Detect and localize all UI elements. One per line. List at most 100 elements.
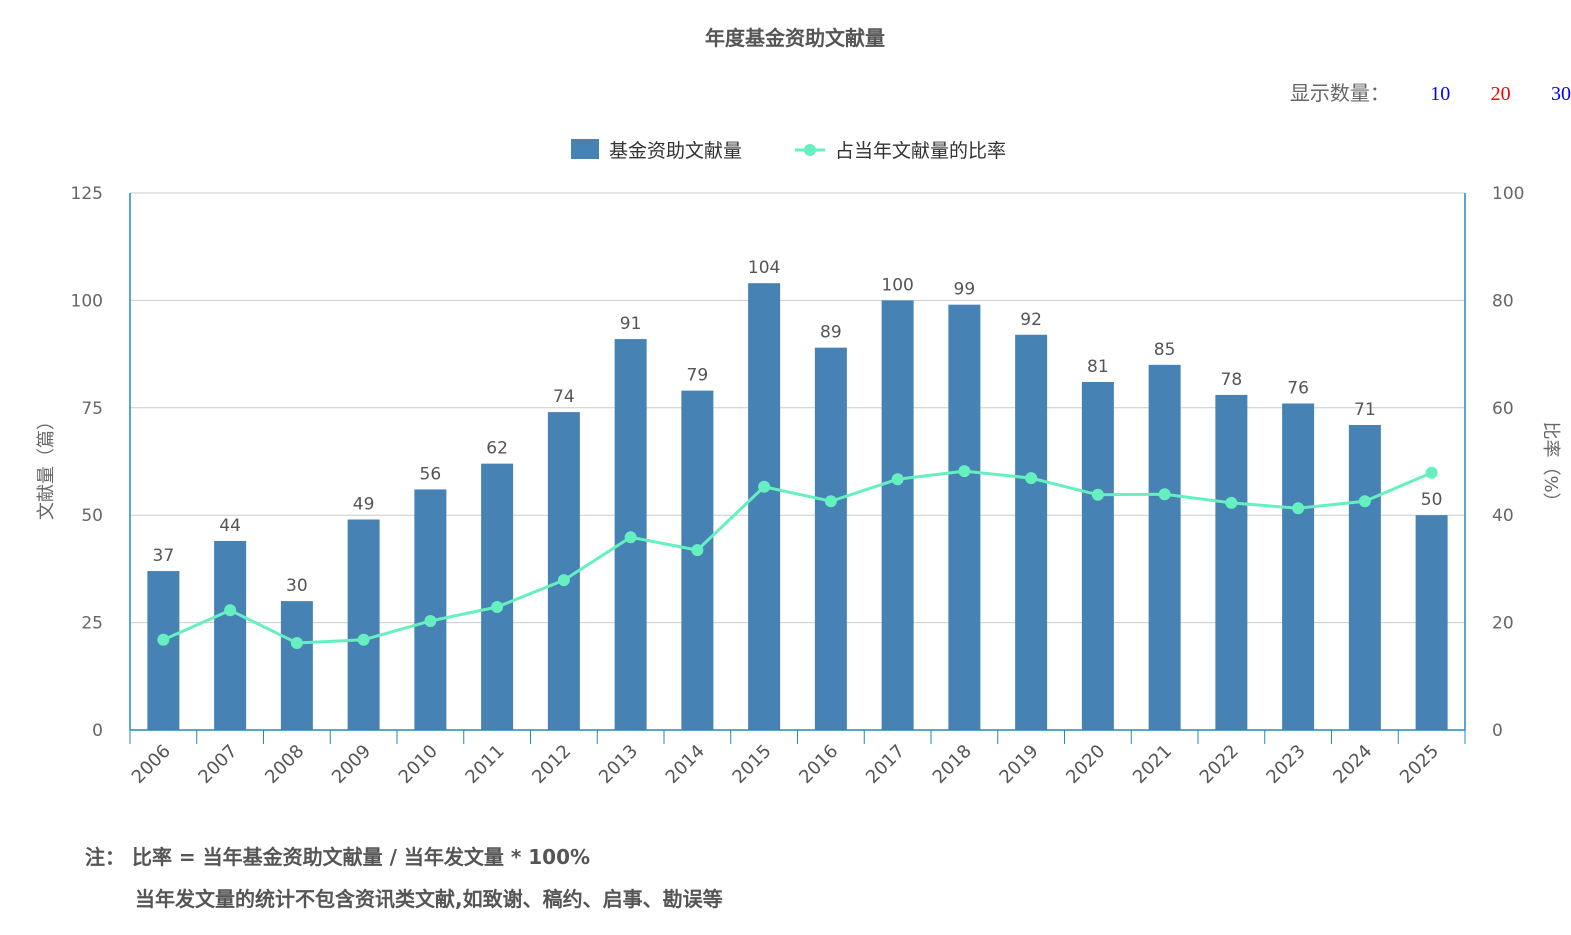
bar (681, 390, 714, 730)
ratio-point (491, 601, 504, 614)
legend-line-label: 占当年文献量的比率 (835, 140, 1006, 162)
bar (881, 300, 914, 730)
x-tick-label: 2011 (461, 741, 508, 788)
x-tick-label: 2025 (1396, 741, 1443, 788)
bar-data-label: 81 (1087, 357, 1109, 377)
chart-title: 年度基金资助文献量 (705, 26, 885, 50)
x-tick-label: 2008 (261, 741, 308, 788)
x-tick-label: 2016 (795, 741, 842, 788)
bar (547, 412, 580, 730)
footnote: 注： 比率 = 当年基金资助文献量 / 当年发文量 * 100% 当年发文量的统… (85, 836, 723, 920)
bar-data-label: 49 (353, 494, 375, 514)
y2-tick-label: 40 (1492, 506, 1514, 526)
x-tick-label: 2024 (1329, 741, 1376, 788)
bar-data-label: 76 (1287, 379, 1309, 399)
bar-data-label: 50 (1421, 490, 1443, 510)
bar (1282, 403, 1315, 730)
bar-data-label: 100 (881, 275, 913, 295)
bar (1081, 382, 1114, 730)
bar (1015, 334, 1048, 730)
y-tick-label: 75 (81, 399, 103, 419)
bar (147, 571, 180, 730)
y2-tick-label: 0 (1492, 721, 1503, 741)
ratio-point (1292, 502, 1305, 515)
ratio-point (958, 465, 971, 478)
bar-data-label: 91 (620, 314, 642, 334)
bar-data-label: 85 (1154, 340, 1176, 360)
bar (748, 283, 781, 730)
ratio-point (557, 574, 570, 587)
ratio-point (1425, 466, 1438, 479)
y-tick-label: 100 (71, 291, 103, 311)
bar-data-label: 71 (1354, 400, 1376, 420)
ratio-point (357, 633, 370, 646)
legend-line-marker (804, 144, 816, 156)
x-tick-label: 2022 (1196, 741, 1243, 788)
bar (280, 601, 313, 730)
x-tick-label: 2009 (328, 741, 375, 788)
legend-bar-swatch (571, 139, 599, 159)
x-tick-label: 2012 (528, 741, 575, 788)
bar-data-label: 44 (219, 516, 241, 536)
bar (1415, 515, 1448, 730)
bar-data-label: 74 (553, 387, 575, 407)
bar-data-label: 37 (153, 546, 175, 566)
footnote-line2: 当年发文量的统计不包含资讯类文献,如致谢、稿约、启事、勘误等 (135, 887, 723, 911)
ratio-point (290, 637, 303, 650)
bar-data-label: 92 (1020, 310, 1042, 330)
bar-data-label: 56 (420, 464, 442, 484)
bar-data-label: 104 (748, 258, 780, 278)
ratio-point (758, 480, 771, 493)
ratio-point (1091, 488, 1104, 501)
count-option-20[interactable]: 20 (1490, 83, 1511, 105)
x-tick-label: 2017 (862, 741, 909, 788)
bar (1148, 364, 1181, 730)
x-tick-label: 2020 (1062, 741, 1109, 788)
bar (814, 347, 847, 730)
y2-tick-label: 20 (1492, 614, 1514, 634)
ratio-point (691, 544, 704, 557)
ratio-point (1358, 495, 1371, 508)
x-tick-label: 2006 (128, 741, 175, 788)
y2-tick-label: 100 (1492, 184, 1524, 204)
bar (1348, 424, 1381, 730)
y-tick-label: 50 (81, 506, 103, 526)
y2-tick-label: 80 (1492, 291, 1514, 311)
ratio-point (1225, 496, 1238, 509)
x-tick-label: 2023 (1262, 741, 1309, 788)
x-tick-label: 2019 (995, 741, 1042, 788)
x-tick-label: 2018 (929, 741, 976, 788)
bar (481, 463, 514, 730)
ratio-point (1158, 488, 1171, 501)
ratio-point (424, 614, 437, 627)
ratio-point (1025, 472, 1038, 485)
ratio-point (224, 604, 237, 617)
bar-data-label: 62 (486, 439, 508, 459)
x-tick-label: 2015 (728, 741, 775, 788)
count-option-30[interactable]: 30 (1551, 83, 1571, 105)
ratio-line (162, 469, 1433, 645)
y-tick-label: 125 (71, 184, 103, 204)
bar (948, 304, 981, 730)
ratio-point (157, 633, 170, 646)
ratio-point (824, 495, 837, 508)
x-tick-label: 2013 (595, 741, 642, 788)
ratio-point (891, 473, 904, 486)
legend-bar-label: 基金资助文献量 (609, 140, 742, 162)
bar (414, 489, 447, 730)
y-tick-label: 25 (81, 614, 103, 634)
display-count-label: 显示数量： (1289, 81, 1390, 105)
bar-data-label: 89 (820, 323, 842, 343)
y2-tick-label: 60 (1492, 399, 1514, 419)
x-tick-label: 2010 (395, 741, 442, 788)
x-tick-label: 2007 (194, 741, 241, 788)
bar-data-label: 99 (954, 280, 976, 300)
display-count-selector: 显示数量： 10 20 30 (1290, 77, 1571, 106)
y-tick-label: 0 (92, 721, 103, 741)
y-axis-title: 文献量（篇） (36, 412, 57, 520)
bar-data-label: 78 (1221, 370, 1243, 390)
x-tick-label: 2021 (1129, 741, 1176, 788)
count-option-10[interactable]: 10 (1430, 83, 1451, 105)
